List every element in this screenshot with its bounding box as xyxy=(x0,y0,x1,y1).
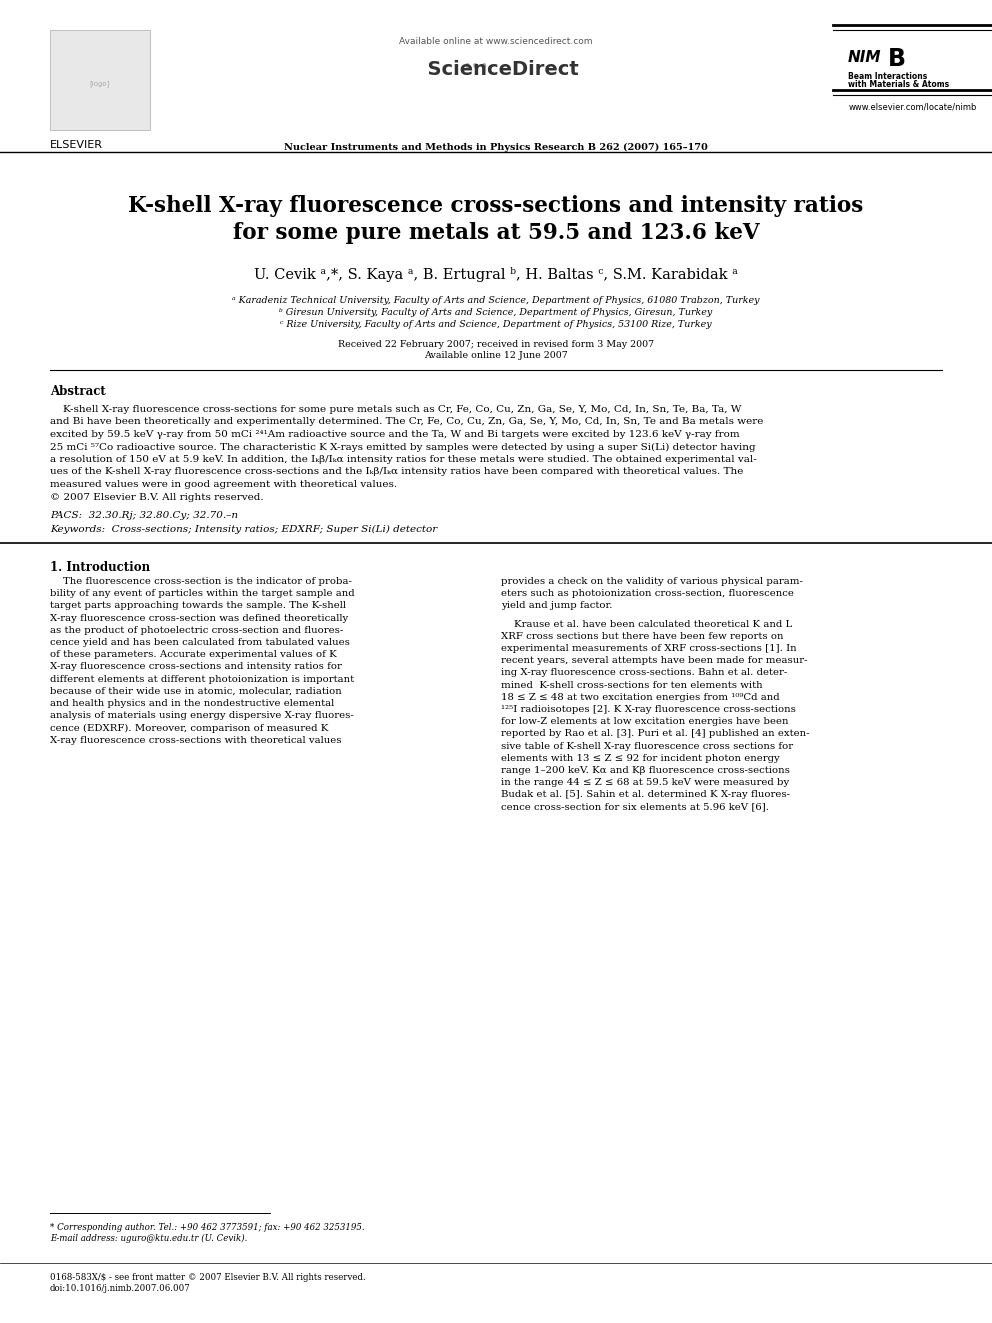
Text: The fluorescence cross-section is the indicator of proba-: The fluorescence cross-section is the in… xyxy=(50,577,352,586)
Text: 18 ≤ Z ≤ 48 at two excitation energies from ¹⁰⁹Cd and: 18 ≤ Z ≤ 48 at two excitation energies f… xyxy=(501,693,780,701)
Text: doi:10.1016/j.nimb.2007.06.007: doi:10.1016/j.nimb.2007.06.007 xyxy=(50,1285,190,1293)
Text: for low-Z elements at low excitation energies have been: for low-Z elements at low excitation ene… xyxy=(501,717,789,726)
Text: 25 mCi ⁵⁷Co radioactive source. The characteristic K X-rays emitted by samples w: 25 mCi ⁵⁷Co radioactive source. The char… xyxy=(50,442,756,451)
Text: Keywords:  Cross-sections; Intensity ratios; EDXRF; Super Si(Li) detector: Keywords: Cross-sections; Intensity rati… xyxy=(50,525,437,534)
Text: [logo]: [logo] xyxy=(90,79,110,87)
Text: 0168-583X/$ - see front matter © 2007 Elsevier B.V. All rights reserved.: 0168-583X/$ - see front matter © 2007 El… xyxy=(50,1273,366,1282)
Text: Available online at www.sciencedirect.com: Available online at www.sciencedirect.co… xyxy=(399,37,593,46)
Text: ᵇ Giresun University, Faculty of Arts and Science, Department of Physics, Giresu: ᵇ Giresun University, Faculty of Arts an… xyxy=(280,308,712,318)
Text: excited by 59.5 keV γ-ray from 50 mCi ²⁴¹Am radioactive source and the Ta, W and: excited by 59.5 keV γ-ray from 50 mCi ²⁴… xyxy=(50,430,740,439)
Text: provides a check on the validity of various physical param-: provides a check on the validity of vari… xyxy=(501,577,803,586)
Text: of these parameters. Accurate experimental values of K: of these parameters. Accurate experiment… xyxy=(50,650,336,659)
Text: K-shell X-ray fluorescence cross-sections for some pure metals such as Cr, Fe, C: K-shell X-ray fluorescence cross-section… xyxy=(50,405,741,414)
Text: ¹²⁵I radioisotopes [2]. K X-ray fluorescence cross-sections: ¹²⁵I radioisotopes [2]. K X-ray fluoresc… xyxy=(501,705,796,714)
Text: sive table of K-shell X-ray fluorescence cross sections for: sive table of K-shell X-ray fluorescence… xyxy=(501,742,793,750)
Text: yield and jump factor.: yield and jump factor. xyxy=(501,602,612,610)
Text: and health physics and in the nondestructive elemental: and health physics and in the nondestruc… xyxy=(50,699,334,708)
Text: Received 22 February 2007; received in revised form 3 May 2007: Received 22 February 2007; received in r… xyxy=(338,340,654,349)
Text: Available online 12 June 2007: Available online 12 June 2007 xyxy=(425,351,567,360)
Text: Beam Interactions: Beam Interactions xyxy=(848,71,928,81)
Text: mined  K-shell cross-sections for ten elements with: mined K-shell cross-sections for ten ele… xyxy=(501,680,763,689)
Text: bility of any event of particles within the target sample and: bility of any event of particles within … xyxy=(50,589,354,598)
Text: ᶜ Rize University, Faculty of Arts and Science, Department of Physics, 53100 Riz: ᶜ Rize University, Faculty of Arts and S… xyxy=(280,320,712,329)
Text: Krause et al. have been calculated theoretical K and L: Krause et al. have been calculated theor… xyxy=(501,619,793,628)
Text: Budak et al. [5]. Sahin et al. determined K X-ray fluores-: Budak et al. [5]. Sahin et al. determine… xyxy=(501,790,790,799)
Text: XRF cross sections but there have been few reports on: XRF cross sections but there have been f… xyxy=(501,632,784,640)
Text: * Corresponding author. Tel.: +90 462 3773591; fax: +90 462 3253195.: * Corresponding author. Tel.: +90 462 37… xyxy=(50,1222,365,1232)
Text: Abstract: Abstract xyxy=(50,385,106,398)
Text: measured values were in good agreement with theoretical values.: measured values were in good agreement w… xyxy=(50,480,397,490)
Text: •••: ••• xyxy=(462,60,489,75)
Text: experimental measurements of XRF cross-sections [1]. In: experimental measurements of XRF cross-s… xyxy=(501,644,797,654)
Text: NIM: NIM xyxy=(848,50,882,65)
Text: E-mail address: uguro@ktu.edu.tr (U. Cevik).: E-mail address: uguro@ktu.edu.tr (U. Cev… xyxy=(50,1234,247,1244)
Text: because of their wide use in atomic, molecular, radiation: because of their wide use in atomic, mol… xyxy=(50,687,342,696)
Text: Nuclear Instruments and Methods in Physics Research B 262 (2007) 165–170: Nuclear Instruments and Methods in Physi… xyxy=(284,143,708,152)
Text: different elements at different photoionization is important: different elements at different photoion… xyxy=(50,675,354,684)
Text: B: B xyxy=(888,48,906,71)
Text: ELSEVIER: ELSEVIER xyxy=(50,140,103,149)
Text: target parts approaching towards the sample. The K-shell: target parts approaching towards the sam… xyxy=(50,602,346,610)
Text: and Bi have been theoretically and experimentally determined. The Cr, Fe, Co, Cu: and Bi have been theoretically and exper… xyxy=(50,418,764,426)
Text: eters such as photoionization cross-section, fluorescence: eters such as photoionization cross-sect… xyxy=(501,589,794,598)
Text: analysis of materials using energy dispersive X-ray fluores-: analysis of materials using energy dispe… xyxy=(50,712,354,720)
Text: a resolution of 150 eV at 5.9 keV. In addition, the Iₖβ/Iₖα intensity ratios for: a resolution of 150 eV at 5.9 keV. In ad… xyxy=(50,455,757,464)
Text: 1. Introduction: 1. Introduction xyxy=(50,561,150,574)
Text: cence (EDXRF). Moreover, comparison of measured K: cence (EDXRF). Moreover, comparison of m… xyxy=(50,724,328,733)
Text: © 2007 Elsevier B.V. All rights reserved.: © 2007 Elsevier B.V. All rights reserved… xyxy=(50,492,264,501)
Text: elements with 13 ≤ Z ≤ 92 for incident photon energy: elements with 13 ≤ Z ≤ 92 for incident p… xyxy=(501,754,780,763)
Bar xyxy=(50,30,150,130)
Text: cence yield and has been calculated from tabulated values: cence yield and has been calculated from… xyxy=(50,638,350,647)
Text: with Materials & Atoms: with Materials & Atoms xyxy=(848,79,949,89)
Text: X-ray fluorescence cross-section was defined theoretically: X-ray fluorescence cross-section was def… xyxy=(50,614,348,623)
Text: for some pure metals at 59.5 and 123.6 keV: for some pure metals at 59.5 and 123.6 k… xyxy=(233,222,759,243)
Text: X-ray fluorescence cross-sections and intensity ratios for: X-ray fluorescence cross-sections and in… xyxy=(50,663,342,671)
Text: in the range 44 ≤ Z ≤ 68 at 59.5 keV were measured by: in the range 44 ≤ Z ≤ 68 at 59.5 keV wer… xyxy=(501,778,790,787)
Text: ing X-ray fluorescence cross-sections. Bahn et al. deter-: ing X-ray fluorescence cross-sections. B… xyxy=(501,668,788,677)
Text: K-shell X-ray fluorescence cross-sections and intensity ratios: K-shell X-ray fluorescence cross-section… xyxy=(128,194,864,217)
Text: ScienceDirect: ScienceDirect xyxy=(414,60,578,79)
Text: U. Cevik ᵃ,*, S. Kaya ᵃ, B. Ertugral ᵇ, H. Baltas ᶜ, S.M. Karabidak ᵃ: U. Cevik ᵃ,*, S. Kaya ᵃ, B. Ertugral ᵇ, … xyxy=(254,267,738,282)
Text: recent years, several attempts have been made for measur-: recent years, several attempts have been… xyxy=(501,656,807,665)
Text: range 1–200 keV. Kα and Kβ fluorescence cross-sections: range 1–200 keV. Kα and Kβ fluorescence … xyxy=(501,766,790,775)
Text: www.elsevier.com/locate/nimb: www.elsevier.com/locate/nimb xyxy=(848,102,976,111)
Text: as the product of photoelectric cross-section and fluores-: as the product of photoelectric cross-se… xyxy=(50,626,343,635)
Text: X-ray fluorescence cross-sections with theoretical values: X-ray fluorescence cross-sections with t… xyxy=(50,736,341,745)
Text: reported by Rao et al. [3]. Puri et al. [4] published an exten-: reported by Rao et al. [3]. Puri et al. … xyxy=(501,729,809,738)
Text: ᵃ Karadeniz Technical University, Faculty of Arts and Science, Department of Phy: ᵃ Karadeniz Technical University, Facult… xyxy=(232,296,760,306)
Text: cence cross-section for six elements at 5.96 keV [6].: cence cross-section for six elements at … xyxy=(501,803,769,811)
Text: ues of the K-shell X-ray fluorescence cross-sections and the Iₖβ/Iₖα intensity r: ues of the K-shell X-ray fluorescence cr… xyxy=(50,467,743,476)
Text: PACS:  32.30.Rj; 32.80.Cy; 32.70.–n: PACS: 32.30.Rj; 32.80.Cy; 32.70.–n xyxy=(50,511,238,520)
